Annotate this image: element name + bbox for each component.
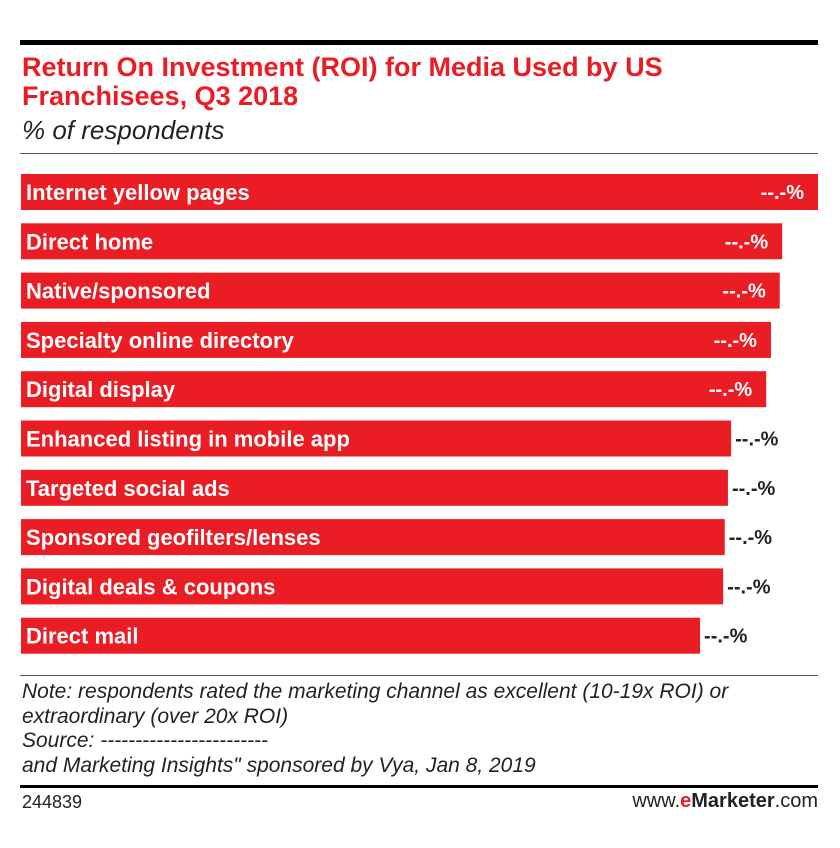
chart-title: Return On Investment (ROI) for Media Use… [22, 52, 663, 111]
category-label-8: Digital deals & coupons [26, 574, 275, 599]
source-line: Source: ------------------------ [22, 729, 269, 752]
value-label-3: --.-% [714, 330, 758, 352]
value-label-4: --.-% [709, 379, 753, 401]
bar-5 [21, 420, 732, 457]
note-line-1: Note: respondents rated the marketing ch… [22, 680, 729, 703]
bar-3 [21, 321, 771, 358]
bar-0 [21, 174, 818, 210]
chart-subtitle: % of respondents [22, 115, 225, 145]
brand-suffix: .com [774, 790, 818, 812]
value-label-5: --.-% [735, 429, 779, 451]
value-label-9: --.-% [704, 626, 748, 648]
brand-prefix: www. [632, 790, 681, 812]
bar-8 [21, 568, 724, 605]
category-label-5: Enhanced listing in mobile app [26, 427, 350, 452]
value-label-8: --.-% [727, 576, 771, 598]
bar-1 [21, 223, 783, 260]
value-label-2: --.-% [722, 281, 766, 303]
value-label-6: --.-% [732, 478, 776, 500]
source-line-2: and Marketing Insights" sponsored by Vya… [22, 753, 536, 777]
top-rule [20, 40, 818, 45]
chart-notes: Note: respondents rated the marketing ch… [22, 680, 822, 778]
brand-link[interactable]: www.eMarketer.com [632, 790, 818, 813]
category-label-7: Sponsored geofilters/lenses [26, 525, 321, 550]
bar-2 [21, 272, 780, 309]
chart-id: 244839 [22, 792, 83, 812]
category-label-2: Native/sponsored [26, 279, 211, 304]
bar-4 [21, 371, 767, 408]
category-label-4: Digital display [26, 377, 176, 402]
value-label-1: --.-% [725, 231, 769, 253]
brand-e: e [680, 790, 692, 812]
bar-6 [21, 469, 728, 506]
category-label-3: Specialty online directory [26, 328, 295, 353]
category-label-9: Direct mail [26, 624, 139, 649]
value-label-0: --.-% [761, 182, 805, 204]
category-label-0: Internet yellow pages [26, 180, 250, 205]
notes-rule [20, 675, 818, 676]
brand-name: Marketer [691, 790, 775, 812]
bar-7 [21, 519, 725, 556]
note-line-2: extraordinary (over 20x ROI) [22, 704, 289, 728]
subtitle-rule [20, 153, 818, 154]
value-label-7: --.-% [729, 527, 773, 549]
footer-rule [20, 785, 818, 788]
bar-9 [21, 617, 701, 654]
category-label-1: Direct home [26, 229, 153, 254]
category-label-6: Targeted social ads [26, 476, 230, 501]
